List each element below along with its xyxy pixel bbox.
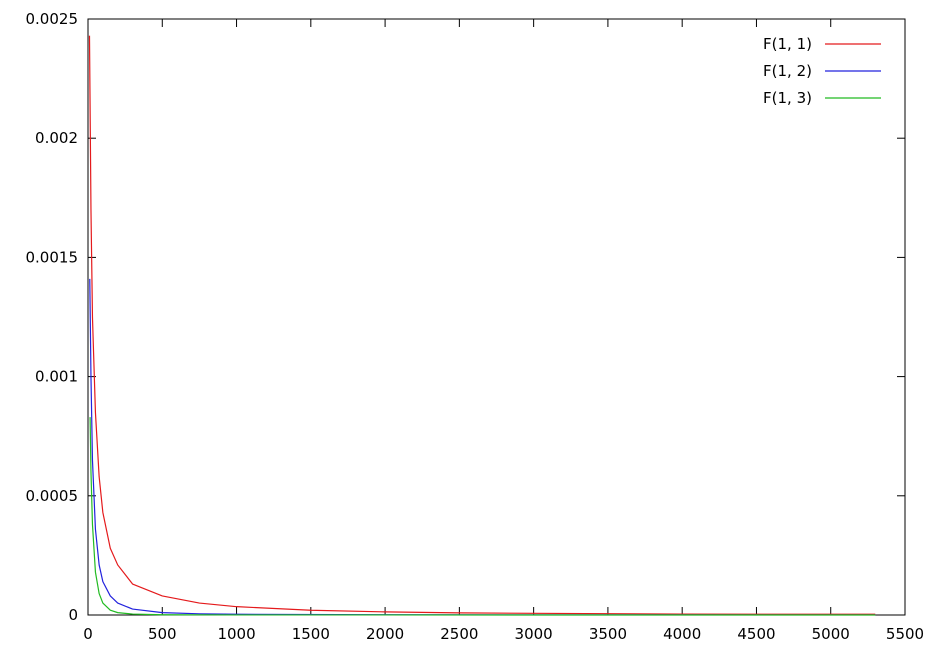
x-tick-label: 4000	[663, 625, 701, 643]
x-tick-label: 5500	[886, 625, 924, 643]
series-line-3	[89, 417, 876, 616]
x-tick-label: 1500	[292, 625, 330, 643]
legend-label-3: F(1, 3)	[763, 89, 812, 107]
x-tick-label: 3000	[515, 625, 553, 643]
series-line-1	[88, 35, 876, 615]
y-tick-label: 0.001	[35, 368, 78, 386]
y-tick-label: 0.002	[35, 129, 78, 147]
y-tick-label: 0.0025	[26, 10, 79, 28]
x-tick-label: 0	[83, 625, 93, 643]
x-tick-label: 2000	[366, 625, 404, 643]
y-tick-label: 0.0015	[26, 248, 79, 266]
legend-label-2: F(1, 2)	[763, 62, 812, 80]
y-tick-label: 0	[68, 606, 78, 624]
axes-layer: 0 500 1000 1500 2000 2500 3000 3500 4000 4500 5000…	[26, 10, 925, 643]
series-layer	[88, 35, 876, 616]
x-tick-label: 2500	[440, 625, 478, 643]
legend-label-1: F(1, 1)	[763, 35, 812, 53]
x-tick-label: 500	[148, 625, 177, 643]
x-tick-label: 1000	[217, 625, 255, 643]
y-tick-label: 0.0005	[26, 487, 79, 505]
x-tick-label: 4500	[737, 625, 775, 643]
x-tick-label: 5000	[812, 625, 850, 643]
x-tick-label: 3500	[589, 625, 627, 643]
legend: F(1, 1) F(1, 2) F(1, 3)	[763, 35, 881, 107]
